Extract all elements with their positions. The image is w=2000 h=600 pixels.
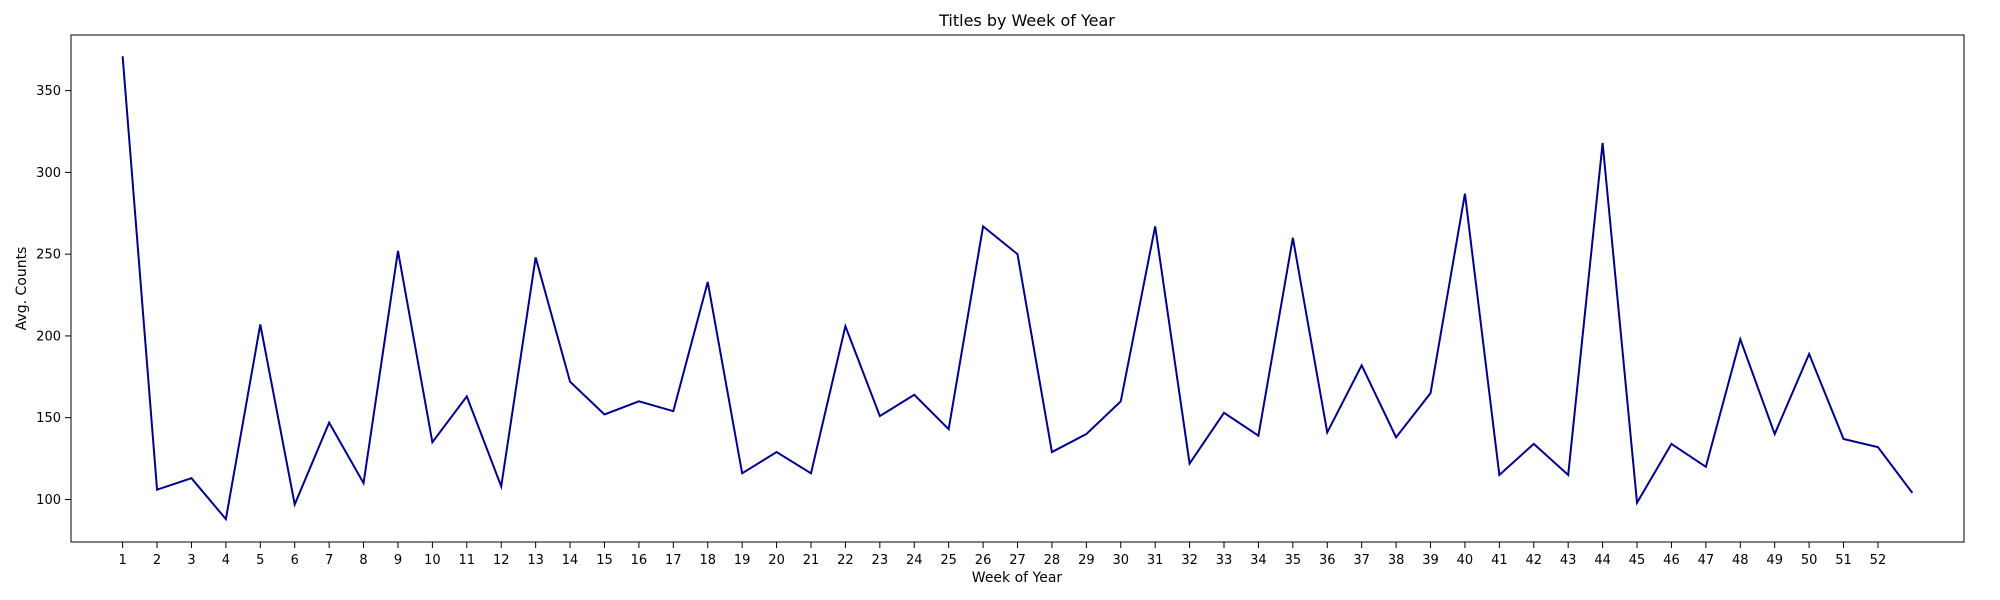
- y-tick-label: 150: [36, 411, 61, 426]
- x-tick-label: 22: [837, 553, 854, 568]
- x-tick-label: 1: [118, 553, 126, 568]
- y-axis-title: Avg. Counts: [14, 247, 30, 331]
- x-tick-label: 11: [459, 553, 476, 568]
- x-tick-label: 35: [1285, 553, 1302, 568]
- x-tick-label: 19: [734, 553, 751, 568]
- x-tick-label: 43: [1560, 553, 1577, 568]
- x-tick-label: 46: [1663, 553, 1680, 568]
- x-tick-label: 39: [1422, 553, 1439, 568]
- x-tick-label: 36: [1319, 553, 1336, 568]
- x-tick-label: 41: [1491, 553, 1508, 568]
- x-tick-label: 12: [493, 553, 510, 568]
- x-tick-label: 32: [1181, 553, 1198, 568]
- x-tick-label: 13: [527, 553, 544, 568]
- x-tick-label: 4: [222, 553, 230, 568]
- y-tick-label: 300: [36, 166, 61, 181]
- x-tick-label: 31: [1147, 553, 1164, 568]
- series-line: [121, 56, 1914, 522]
- x-tick-label: 14: [562, 553, 579, 568]
- x-tick-label: 5: [256, 553, 264, 568]
- x-tick-label: 27: [1009, 553, 1026, 568]
- x-tick-label: 6: [291, 553, 299, 568]
- x-tick-label: 26: [975, 553, 992, 568]
- y-tick-label: 250: [36, 248, 61, 263]
- y-tick-label: 350: [36, 84, 61, 99]
- y-tick-label: 100: [36, 493, 61, 508]
- x-axis-title: Week of Year: [972, 570, 1063, 586]
- x-tick-label: 29: [1078, 553, 1095, 568]
- x-tick-label: 42: [1525, 553, 1542, 568]
- x-tick-label: 18: [699, 553, 716, 568]
- x-tick-label: 7: [325, 553, 333, 568]
- x-tick-label: 10: [424, 553, 441, 568]
- y-axis: 100 150 200 250 300 350: [36, 84, 71, 508]
- x-tick-label: 17: [665, 553, 682, 568]
- x-tick-label: 48: [1732, 553, 1749, 568]
- x-tick-label: 51: [1835, 553, 1852, 568]
- x-axis: 1 2 3 4 5 6 7 8 9 10 11 12 13 14 15 16 17 18 19 20 21 22 23 24 2…: [118, 542, 1886, 568]
- x-tick-label: 20: [768, 553, 785, 568]
- x-tick-label: 45: [1629, 553, 1646, 568]
- x-tick-label: 23: [872, 553, 889, 568]
- x-tick-label: 25: [940, 553, 957, 568]
- x-tick-label: 49: [1766, 553, 1783, 568]
- x-tick-label: 28: [1044, 553, 1061, 568]
- x-tick-label: 3: [187, 553, 195, 568]
- x-tick-label: 40: [1457, 553, 1474, 568]
- x-tick-label: 34: [1250, 553, 1267, 568]
- x-tick-label: 8: [359, 553, 367, 568]
- x-tick-label: 30: [1112, 553, 1129, 568]
- x-tick-label: 2: [153, 553, 161, 568]
- x-tick-label: 33: [1216, 553, 1233, 568]
- y-tick-label: 200: [36, 329, 61, 344]
- x-tick-label: 47: [1698, 553, 1715, 568]
- chart-title: Titles by Week of Year: [938, 11, 1115, 30]
- x-tick-label: 50: [1801, 553, 1818, 568]
- x-tick-label: 9: [394, 553, 402, 568]
- x-tick-label: 37: [1353, 553, 1370, 568]
- x-tick-label: 16: [631, 553, 648, 568]
- x-tick-label: 24: [906, 553, 923, 568]
- x-tick-label: 15: [596, 553, 613, 568]
- x-tick-label: 52: [1870, 553, 1887, 568]
- plot-frame: [70, 34, 1965, 543]
- x-tick-label: 38: [1388, 553, 1405, 568]
- x-tick-label: 21: [803, 553, 820, 568]
- x-tick-label: 44: [1594, 553, 1611, 568]
